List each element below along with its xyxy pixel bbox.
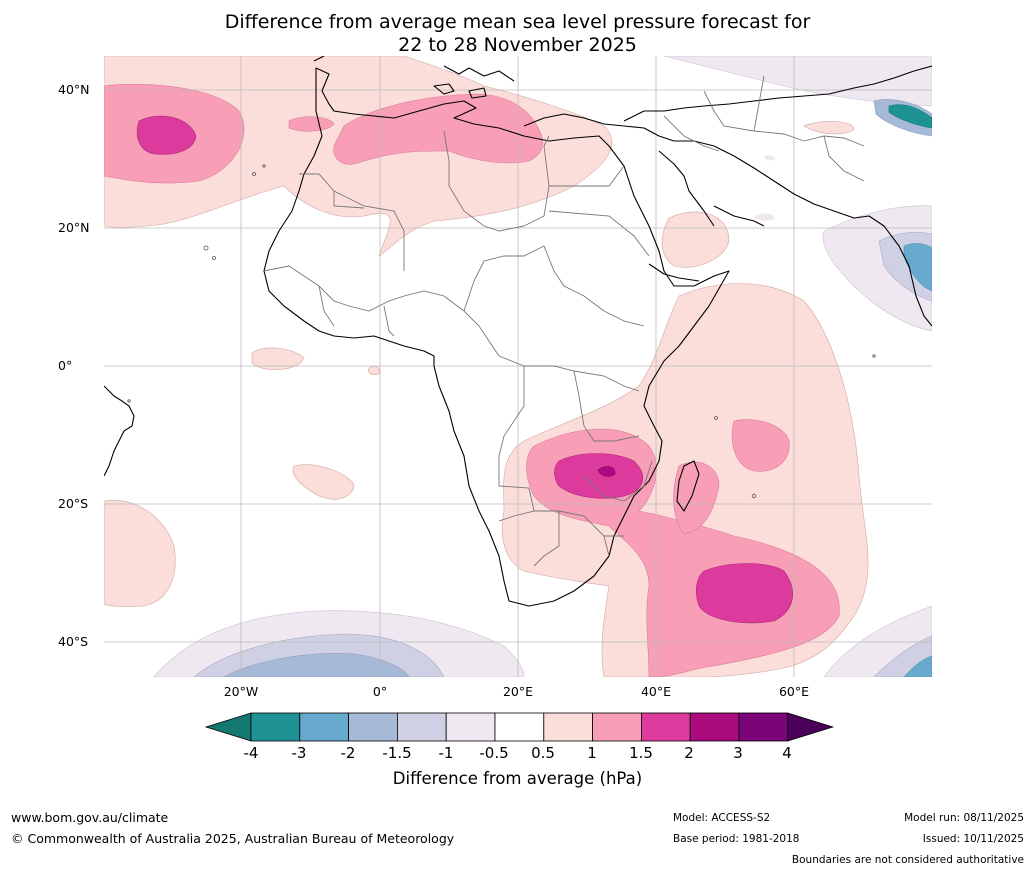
colorbar-cell [396,712,447,742]
colorbar-cell [494,712,545,742]
map-panel [104,56,932,677]
footer-issued: Issued: 10/11/2025 [922,833,1024,845]
anomaly-layer-1.5-2 [136,115,793,624]
colorbar-extend-max [787,712,835,742]
lon-label-40E: 40°E [640,684,672,699]
coastlines [104,56,932,607]
islands [127,164,876,499]
colorbar-label: Difference from average (hPa) [392,769,643,788]
colorbar-cell [640,712,691,742]
colorbar-cell [250,712,301,742]
colorbar-cell [738,712,789,742]
lat-label-40S: 40°S [58,634,89,649]
colorbar-tick-label: -2 [340,744,356,762]
colorbar-tick-label: 3 [733,744,743,762]
lat-label-40N: 40°N [58,82,90,97]
lon-label-20E: 20°E [502,684,534,699]
footer-website: www.bom.gov.au/climate [11,810,169,825]
footer-copyright: © Commonwealth of Australia 2025, Austra… [11,831,455,846]
map-title-line2: 22 to 28 November 2025 [398,34,637,56]
anomaly-core-2-3 [597,466,616,477]
footer-model-run: Model run: 08/11/2025 [904,812,1024,824]
colorbar-cell [543,712,593,742]
colorbar-tick-label: 2 [684,744,694,762]
graticule [104,56,932,677]
colorbar-tick-label: 4 [782,744,792,762]
footer-disclaimer: Boundaries are not considered authoritat… [791,854,1024,866]
colorbar-tick-label: 0.5 [531,744,555,762]
colorbar-tick-label: -1.5 [382,744,412,762]
colorbar-extend-min [204,712,252,742]
lon-label-20W: 20°W [223,684,259,699]
colorbar-tick-label: -3 [291,744,307,762]
footer-model: Model: ACCESS-S2 [673,812,771,824]
colorbar-cell [592,712,642,742]
negative-anomaly-areas [153,56,932,677]
colorbar-cell [689,712,740,742]
footer-base-period: Base period: 1981-2018 [673,833,800,845]
lon-label-60E: 60°E [778,684,810,699]
map-title-line1: Difference from average mean sea level p… [224,11,811,33]
colorbar-tick-label: -4 [243,744,259,762]
colorbar-tick-label: 1 [587,744,597,762]
lat-label-20N: 20°N [58,220,90,235]
colorbar [204,712,835,742]
lat-label-20S: 20°S [58,496,89,511]
colorbar-tick-label: -0.5 [479,744,509,762]
colorbar-cell [299,712,350,742]
country-borders [263,75,865,567]
colorbar-tick-label: 1.5 [629,744,653,762]
colorbar-cell [445,712,496,742]
colorbar-cell [348,712,398,742]
lat-label-equator: 0° [58,358,73,373]
colorbar-tick-label: -1 [438,744,454,762]
lon-label-0: 0° [372,684,388,699]
